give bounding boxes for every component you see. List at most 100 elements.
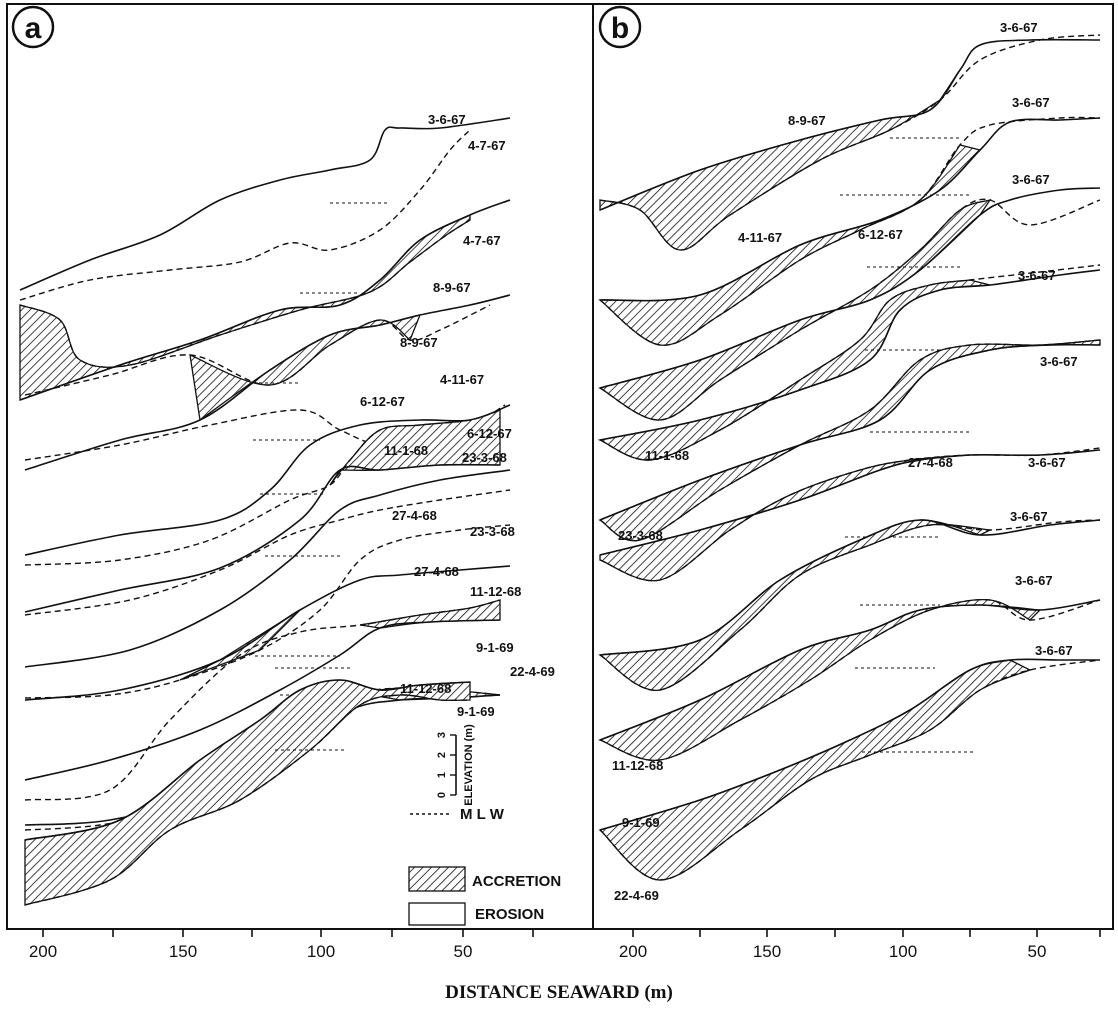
panel-a-label-12: 23-3-68 [470,524,515,539]
panel-b-label-7: 3-6-67 [1018,268,1056,283]
profile-solid [599,343,1101,521]
x-tick-b-150: 150 [753,942,781,961]
profiles-a-profile-1 [19,117,511,301]
x-tick-b-50: 50 [1028,942,1047,961]
profile-dashed [599,198,1101,421]
profiles-a-profile-5 [24,409,501,613]
panel-a-label-2: 4-7-67 [468,138,506,153]
profile-solid [19,117,511,291]
profile-dashed [599,116,1101,346]
mlw-legend-label: M L W [460,806,505,823]
panel-a-badge [11,5,55,49]
panel-a-label-3: 4-7-67 [463,233,501,248]
profiles-a-profile-6 [24,469,511,668]
profiles-a-profile-2 [19,199,511,401]
panel-b-label-8: 3-6-67 [1040,354,1078,369]
panel-b-label-17: 9-1-69 [622,815,660,830]
profiles-b-profile-1 [599,34,1101,251]
profile-dashed [19,219,471,368]
profile-solid [599,599,1101,741]
profile-solid [599,38,1101,211]
panel-a-label-18: 9-1-69 [457,704,495,719]
panel-b-label-11: 3-6-67 [1028,455,1066,470]
x-axis: 200 150 100 50 200 150 100 50 DISTANCE S… [7,928,1113,1003]
panel-b-profiles [597,34,1101,881]
profile-dashed [599,598,1101,761]
profiles-b-profile-3 [598,187,1101,421]
profile-dashed [24,599,501,801]
profiles-b-profile-2 [598,116,1101,346]
accretion-area [19,213,471,401]
scale-tick-2: 2 [436,752,448,758]
accretion-area [24,679,471,906]
panel-b-label-12: 23-3-68 [618,528,663,543]
panel-b-label-4: 3-6-67 [1012,172,1050,187]
panel-b-label-14: 3-6-67 [1015,573,1053,588]
profile-dashed [599,519,1101,691]
accretion-legend-label: ACCRETION [472,873,561,890]
accretion-swatch [408,866,466,892]
panel-a-label-7: 6-12-67 [360,394,405,409]
panel-a-label-14: 11-12-68 [470,584,521,599]
erosion-swatch [408,902,466,926]
panel-a-label-5: 8-9-67 [400,335,438,350]
x-tick-a-100: 100 [307,942,335,961]
profile-dashed [24,694,471,906]
profile-dashed [599,34,1101,251]
panel-b-label-15: 3-6-67 [1035,643,1073,658]
profile-solid [599,658,1100,831]
x-tick-b-200: 200 [619,942,647,961]
panel-b-label-9: 11-1-68 [645,448,689,463]
panel-a-profiles [19,117,511,906]
profile-solid [599,187,1101,389]
accretion-area [599,69,961,251]
panel-b-label-16: 11-12-68 [612,758,663,773]
profile-dashed [599,339,1101,542]
x-tick-b-100: 100 [889,942,917,961]
profile-solid [24,294,511,471]
profile-dashed [19,129,471,301]
profiles-b-profile-8 [598,598,1101,761]
panel-a-label-10: 23-3-68 [462,450,507,465]
panel-a-label-4: 8-9-67 [433,280,471,295]
panel-a-label-13: 27-4-68 [414,564,459,579]
panel-a-label-8: 6-12-67 [467,426,512,441]
panel-a-label-17: 22-4-69 [510,664,555,679]
erosion-legend-label: EROSION [475,906,544,923]
profile-solid [599,519,1101,656]
profiles-b-profile-6 [599,447,1101,582]
profile-dashed [599,659,1101,881]
profile-solid [599,269,1101,441]
profile-solid [24,463,501,613]
x-tick-a-200: 200 [29,942,57,961]
panel-a-label-9: 11-1-68 [384,443,428,458]
profile-dashed [599,264,1101,461]
profile-dashed [24,304,491,396]
scale-tick-0: 0 [436,792,448,798]
profile-solid [24,469,511,668]
panel-a-label-15: 9-1-69 [476,640,514,655]
panel-b-badge [598,5,642,49]
panel-a-letter: a [25,12,42,45]
scale-tick-1: 1 [436,772,448,778]
profiles-b-profile-9 [598,658,1101,881]
profile-solid [599,117,1101,302]
panel-a-label-1: 3-6-67 [428,112,466,127]
profiles-b-profile-5 [598,339,1101,542]
scale-tick-3: 3 [436,732,448,738]
accretion-area [598,659,1032,881]
profiles-a-profile-10 [24,679,471,906]
panel-b-label-6: 6-12-67 [858,227,903,242]
panel-b-label-2: 8-9-67 [788,113,826,128]
profiles-a-profile-3 [24,294,511,471]
panel-a-label-16: 11-12-68 [400,681,451,696]
profile-solid [24,565,511,701]
profile-solid [24,679,471,841]
legend: 0 1 2 3 ELEVATION (m) M L W ACCRETION ER… [408,724,561,926]
profile-solid [24,619,501,781]
profile-dashed [24,524,511,699]
profile-dashed [24,489,511,616]
panel-b-label-13: 3-6-67 [1010,509,1048,524]
x-tick-a-50: 50 [454,942,473,961]
